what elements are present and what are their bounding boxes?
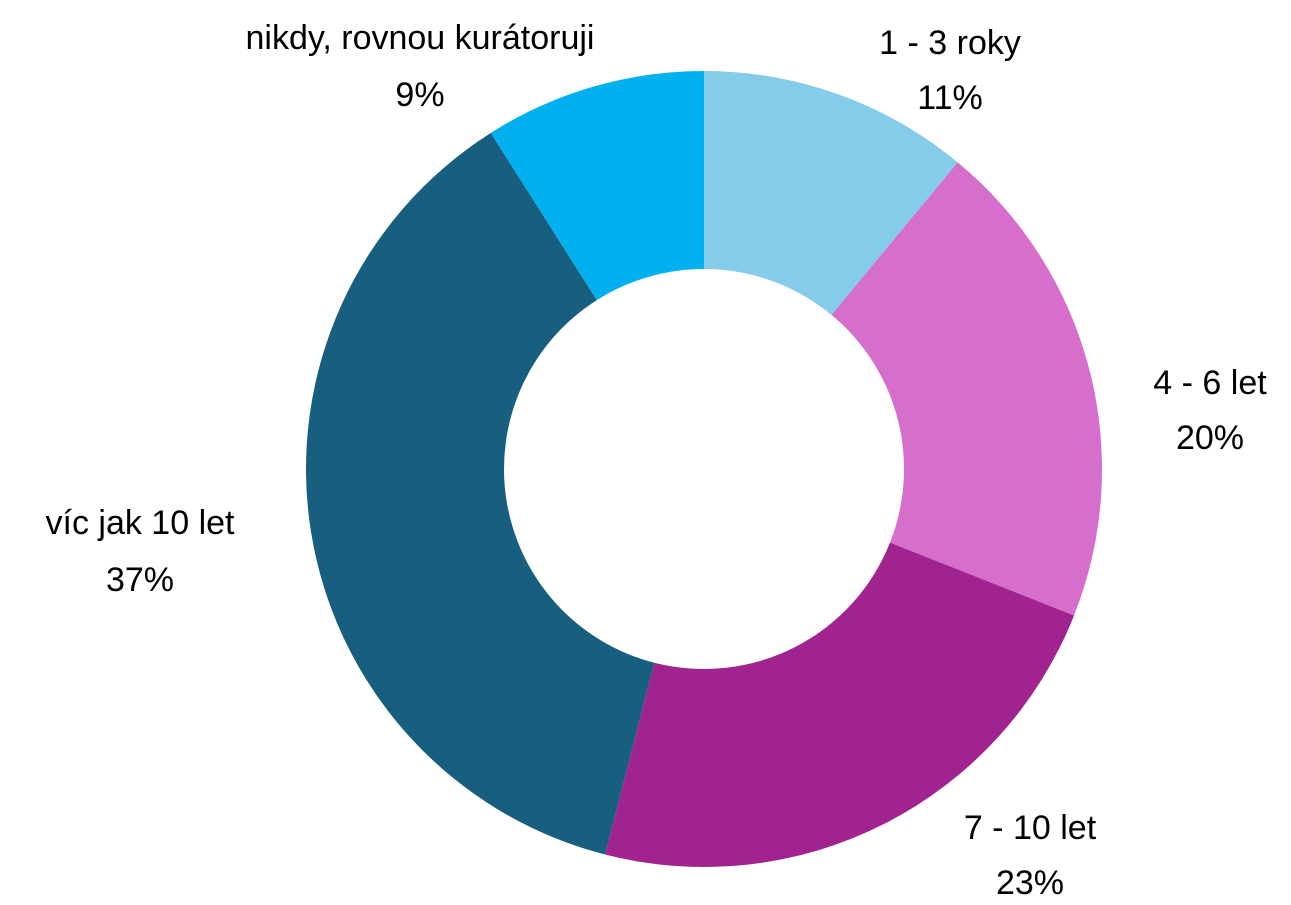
slice-label: 4 - 6 let xyxy=(1153,364,1267,402)
donut-slice xyxy=(605,542,1075,867)
slice-value-label: 23% xyxy=(996,864,1064,902)
slice-value-label: 11% xyxy=(917,79,983,117)
slice-label: 1 - 3 roky xyxy=(879,24,1021,62)
donut-slice xyxy=(704,71,958,315)
slice-label: 7 - 10 let xyxy=(964,809,1097,847)
slice-value-label: 20% xyxy=(1176,419,1244,457)
donut-slice xyxy=(306,132,655,855)
slice-label: víc jak 10 let xyxy=(46,504,236,542)
slice-label: nikdy, rovnou kurátoruji xyxy=(246,19,595,57)
donut-slice xyxy=(490,71,704,301)
slice-value-label: 9% xyxy=(395,76,444,114)
slice-value-label: 37% xyxy=(106,561,174,599)
donut-slice xyxy=(831,162,1102,616)
